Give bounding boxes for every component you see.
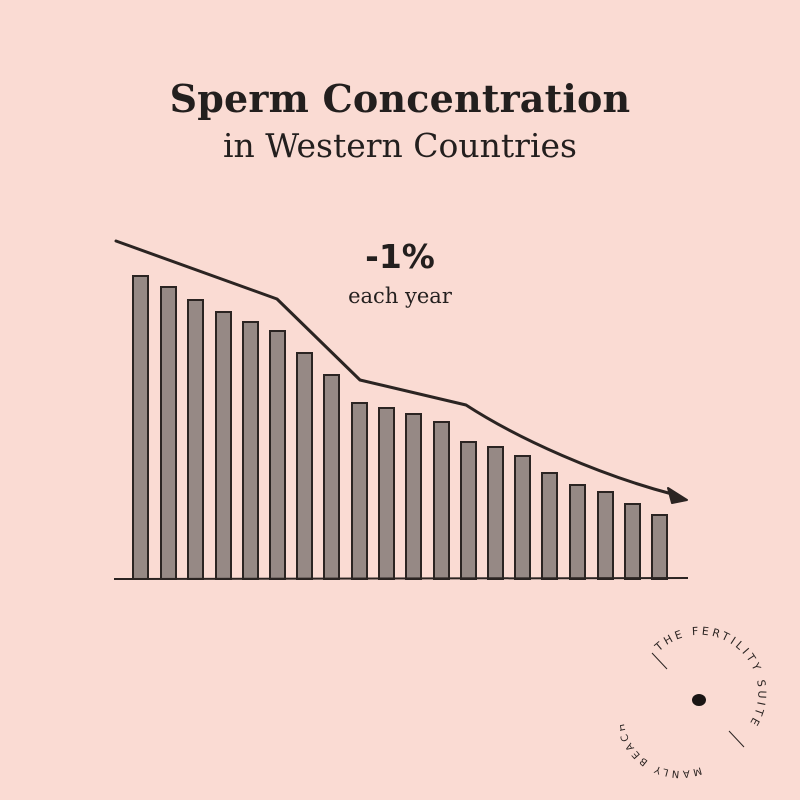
trend-percent: -1% [365,237,435,276]
chart-title: Sperm Concentration [169,76,631,121]
bar-15 [514,455,531,580]
bar-5 [242,321,259,580]
bar-17 [569,484,586,580]
bar-11 [405,413,422,580]
bar-1 [132,275,149,580]
logo-top-text: THE FERTILITY SUITE [652,625,769,731]
bar-3 [187,299,204,580]
bars [132,275,668,580]
bar-2 [160,286,177,580]
bar-9 [351,402,368,580]
bar-16 [541,472,558,580]
bar-20 [651,514,668,580]
bar-14 [487,446,504,580]
trend-line [114,239,674,496]
x-axis-baseline [113,577,689,580]
bar-4 [215,311,232,580]
bar-10 [378,407,395,580]
logo-divider-left [651,652,668,670]
arrow-head-icon [667,487,688,504]
bar-13 [460,441,477,580]
dot-icon [692,694,706,706]
bar-8 [323,374,340,580]
logo-divider-right [728,730,745,748]
trend-label: each year [348,284,452,308]
chart-subtitle: in Western Countries [223,126,577,165]
bar-19 [624,503,641,580]
logo-bottom-text: MANLY BEACH [620,720,703,779]
bar-7 [296,352,313,580]
bar-6 [269,330,286,580]
bar-18 [597,491,614,580]
brand-logo: THE FERTILITY SUITE MANLY BEACH [620,625,769,779]
bar-12 [433,421,450,580]
